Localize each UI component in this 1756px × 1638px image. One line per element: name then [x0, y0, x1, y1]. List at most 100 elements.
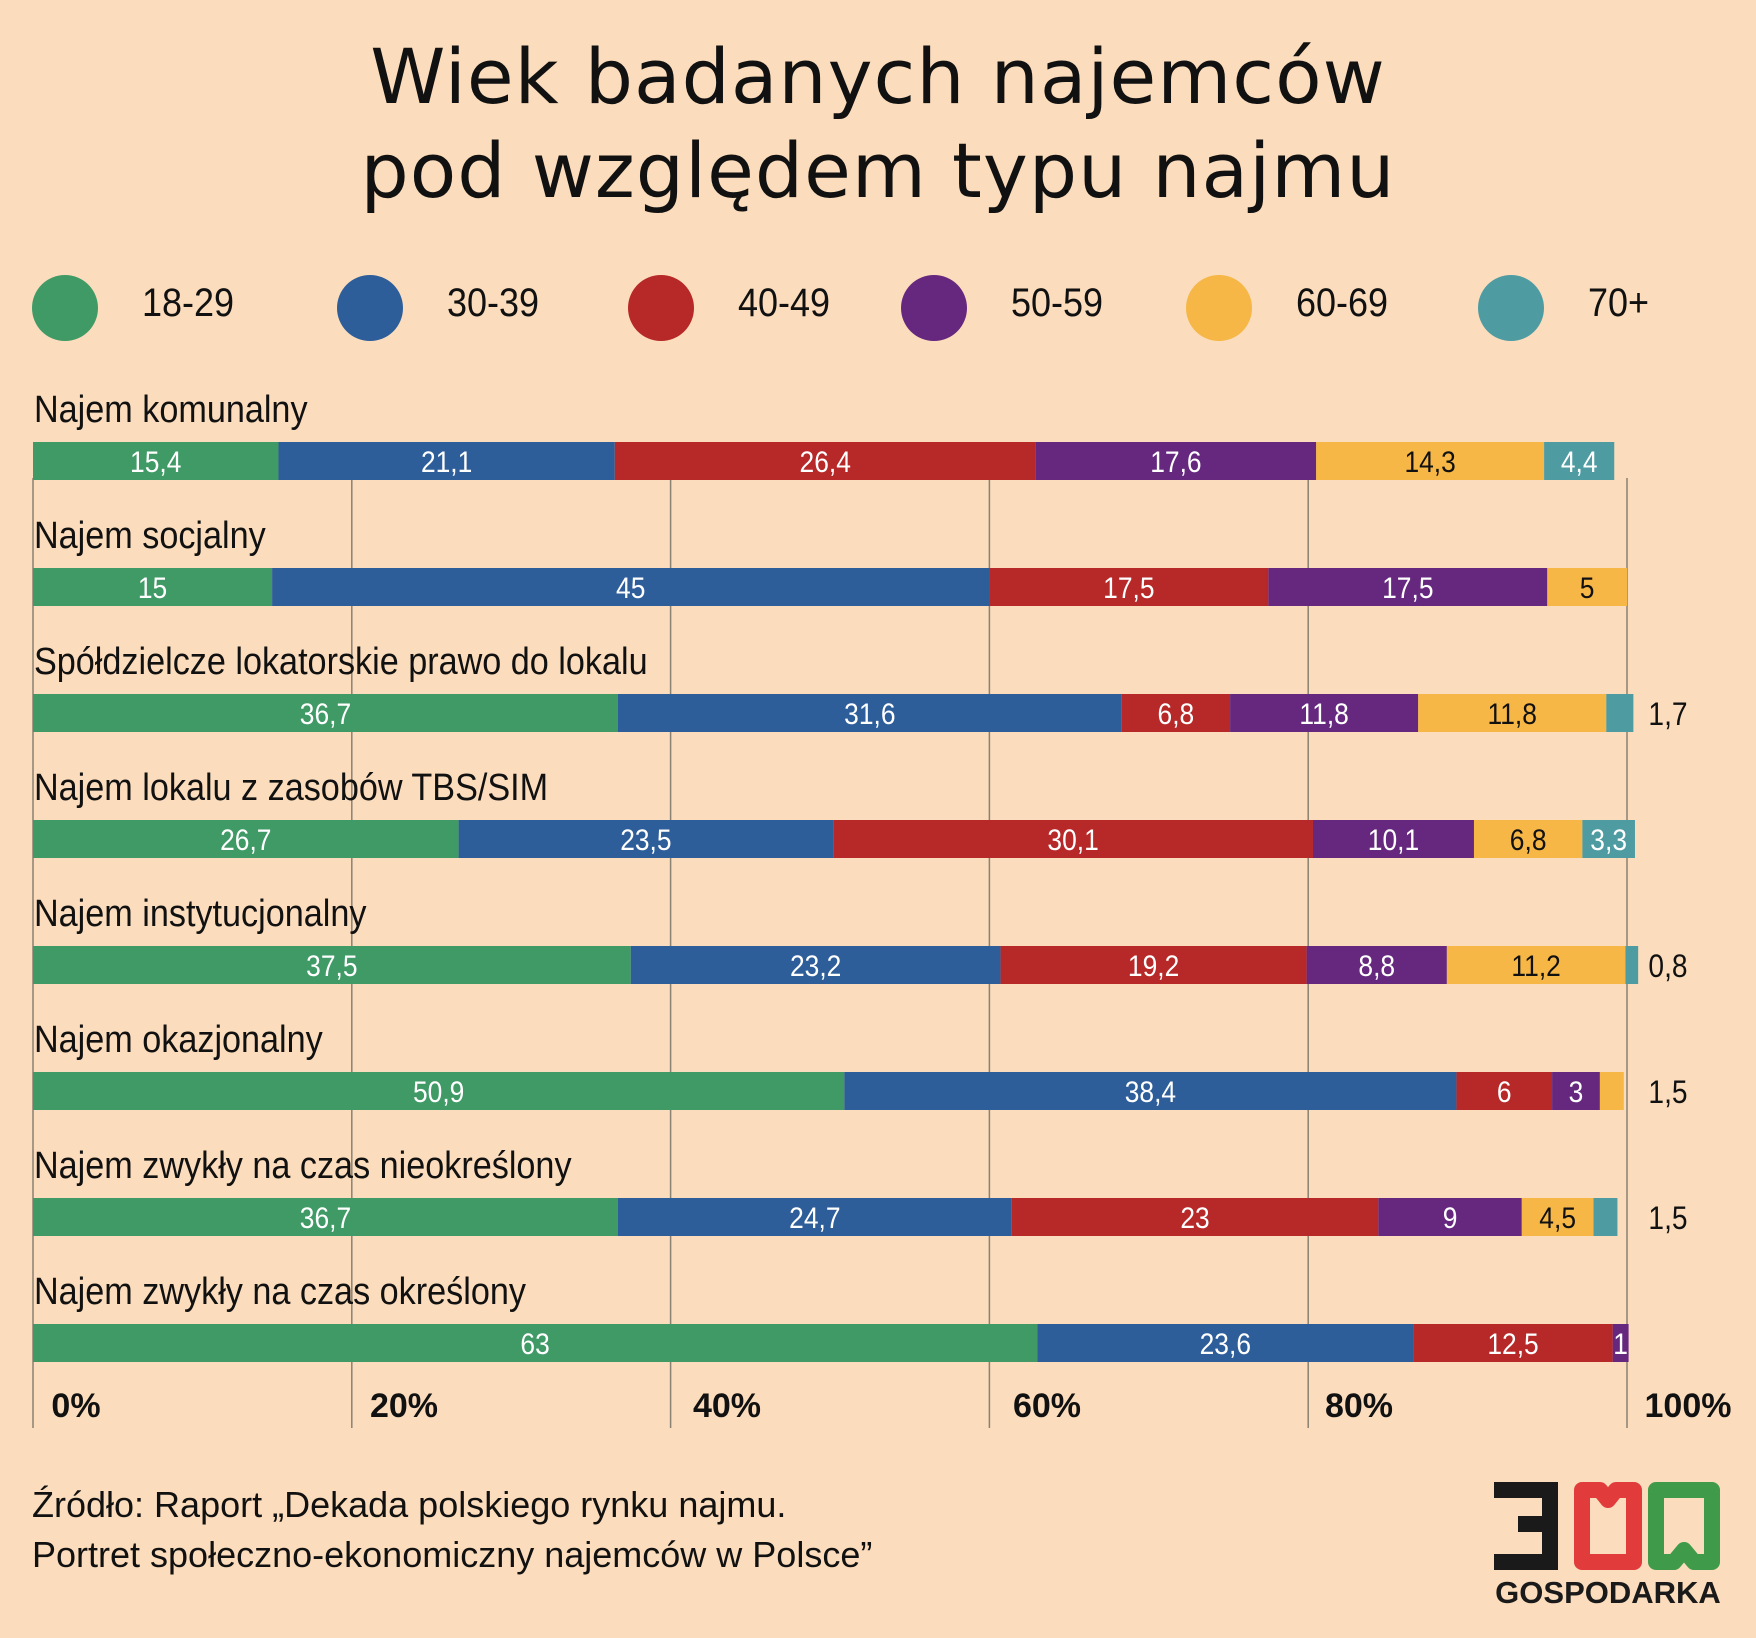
- bar-segment: [989, 568, 1269, 606]
- data-label: 6: [1497, 1074, 1512, 1108]
- bar-segment: [458, 820, 834, 858]
- bar-segment: [1544, 442, 1615, 480]
- data-label: 31,6: [844, 696, 895, 730]
- bar-segment: [33, 1198, 618, 1236]
- bar-segment: [1612, 1324, 1629, 1362]
- source-line-2: Portret społeczno-ekonomiczny najemców w…: [32, 1534, 873, 1575]
- logo-text: GOSPODARKA: [1495, 1575, 1721, 1610]
- bar-segment: [1000, 946, 1307, 984]
- x-tick-label: 0%: [51, 1387, 100, 1425]
- data-label: 11,8: [1299, 696, 1348, 730]
- bar-segment: [630, 946, 1001, 984]
- data-label: 17,5: [1103, 570, 1154, 604]
- data-label: 3: [1569, 1074, 1584, 1108]
- data-label: 14,3: [1404, 444, 1455, 478]
- bar-segment: [1552, 1072, 1600, 1110]
- outside-data-label: 0,8: [1648, 949, 1687, 984]
- title-line-2: pod względem typu najmu: [360, 126, 1396, 215]
- bar-segment: [1121, 694, 1231, 732]
- chart-title: Wiek badanych najemców pod względem typu…: [0, 30, 1756, 218]
- bar-segment: [1521, 1198, 1594, 1236]
- data-label: 8,8: [1358, 948, 1395, 982]
- data-label: 4,4: [1561, 444, 1598, 478]
- bar-segment: [278, 442, 615, 480]
- bar-segment: [1599, 1072, 1624, 1110]
- x-axis-ticks: 0% 20% 40% 60% 80% 100%: [51, 1387, 1731, 1425]
- bar-segment: [33, 442, 279, 480]
- category-label: Najem lokalu z zasobów TBS/SIM: [34, 765, 548, 808]
- bar-row: Spółdzielcze lokatorskie prawo do lokalu…: [33, 639, 1688, 732]
- bar-row: Najem socjalny 15 45 17,5 17,5 5: [33, 513, 1627, 606]
- logo-mark-icon: [1494, 1482, 1720, 1570]
- bar-segment: [1316, 442, 1545, 480]
- data-label: 36,7: [300, 696, 351, 730]
- bar-segment: [614, 442, 1036, 480]
- bar-segment: [1011, 1198, 1379, 1236]
- category-label: Najem instytucjonalny: [34, 891, 366, 934]
- outside-data-label: 1,5: [1648, 1075, 1687, 1110]
- category-label: Najem zwykły na czas nieokreślony: [34, 1143, 572, 1186]
- source-line-1: Źródło: Raport „Dekada polskiego rynku n…: [32, 1484, 787, 1525]
- data-label: 23,6: [1200, 1326, 1251, 1360]
- data-label: 63: [520, 1326, 549, 1360]
- data-label: 4,5: [1539, 1200, 1576, 1234]
- data-label: 3,3: [1590, 822, 1627, 856]
- data-label: 11,8: [1488, 696, 1537, 730]
- bar-segment: [33, 694, 618, 732]
- bar-row: Najem zwykły na czas nieokreślony 36,7 24,…: [33, 1143, 1688, 1236]
- bar-segment: [1456, 1072, 1553, 1110]
- data-label: 10,1: [1368, 822, 1419, 856]
- data-label: 9: [1443, 1200, 1458, 1234]
- data-label: 5: [1580, 570, 1595, 604]
- x-tick-label: 20%: [370, 1387, 438, 1425]
- bar-row: Najem lokalu z zasobów TBS/SIM 26,7 23,5 30…: [33, 765, 1635, 858]
- bar-segment: [1378, 1198, 1522, 1236]
- data-label: 36,7: [300, 1200, 351, 1234]
- bar-segment: [1312, 820, 1474, 858]
- data-label: 45: [616, 570, 645, 604]
- bar-row: Najem zwykły na czas określony 63 23,6 12,5…: [33, 1269, 1629, 1362]
- data-label: 15,4: [130, 444, 181, 478]
- bar-segment: [1230, 694, 1419, 732]
- data-label: 21,1: [421, 444, 472, 478]
- data-label: 23: [1180, 1200, 1209, 1234]
- bar-segment: [33, 1072, 845, 1110]
- data-label: 12,5: [1487, 1326, 1538, 1360]
- data-label: 17,6: [1150, 444, 1201, 478]
- bar-segment: [1037, 1324, 1414, 1362]
- bar-segment: [33, 1324, 1038, 1362]
- bar-segment: [844, 1072, 1457, 1110]
- outside-data-label: 1,5: [1648, 1201, 1687, 1236]
- bar-segment: [1606, 694, 1634, 732]
- title-line-1: Wiek badanych najemców: [370, 32, 1386, 121]
- bar-segment: [1582, 820, 1635, 858]
- data-label: 23,5: [620, 822, 671, 856]
- data-label: 1: [1613, 1326, 1628, 1360]
- bar-row: Najem okazjonalny 50,9 38,4 6 3 1,5: [33, 1017, 1688, 1110]
- bar-segment: [272, 568, 990, 606]
- x-tick-label: 60%: [1013, 1387, 1081, 1425]
- bar-segment: [1473, 820, 1583, 858]
- bar-segment: [1446, 946, 1626, 984]
- data-label: 17,5: [1382, 570, 1433, 604]
- outside-data-label: 1,7: [1648, 697, 1687, 732]
- data-label: 26,4: [800, 444, 851, 478]
- bar-segment: [1306, 946, 1447, 984]
- bar-segment: [1035, 442, 1317, 480]
- data-label: 19,2: [1128, 948, 1179, 982]
- data-label: 50,9: [413, 1074, 464, 1108]
- data-label: 6,8: [1510, 822, 1547, 856]
- bar-segment: [1268, 568, 1548, 606]
- bar-segment: [1547, 568, 1627, 606]
- bar-segment: [617, 1198, 1012, 1236]
- x-tick-label: 100%: [1645, 1387, 1732, 1425]
- bar-segment: [1625, 946, 1639, 984]
- bar-segment: [33, 820, 459, 858]
- bar-segment: [33, 568, 273, 606]
- bar-segment: [1418, 694, 1607, 732]
- x-tick-label: 40%: [693, 1387, 761, 1425]
- data-label: 26,7: [220, 822, 271, 856]
- category-label: Najem socjalny: [34, 513, 266, 556]
- bar-segment: [1593, 1198, 1618, 1236]
